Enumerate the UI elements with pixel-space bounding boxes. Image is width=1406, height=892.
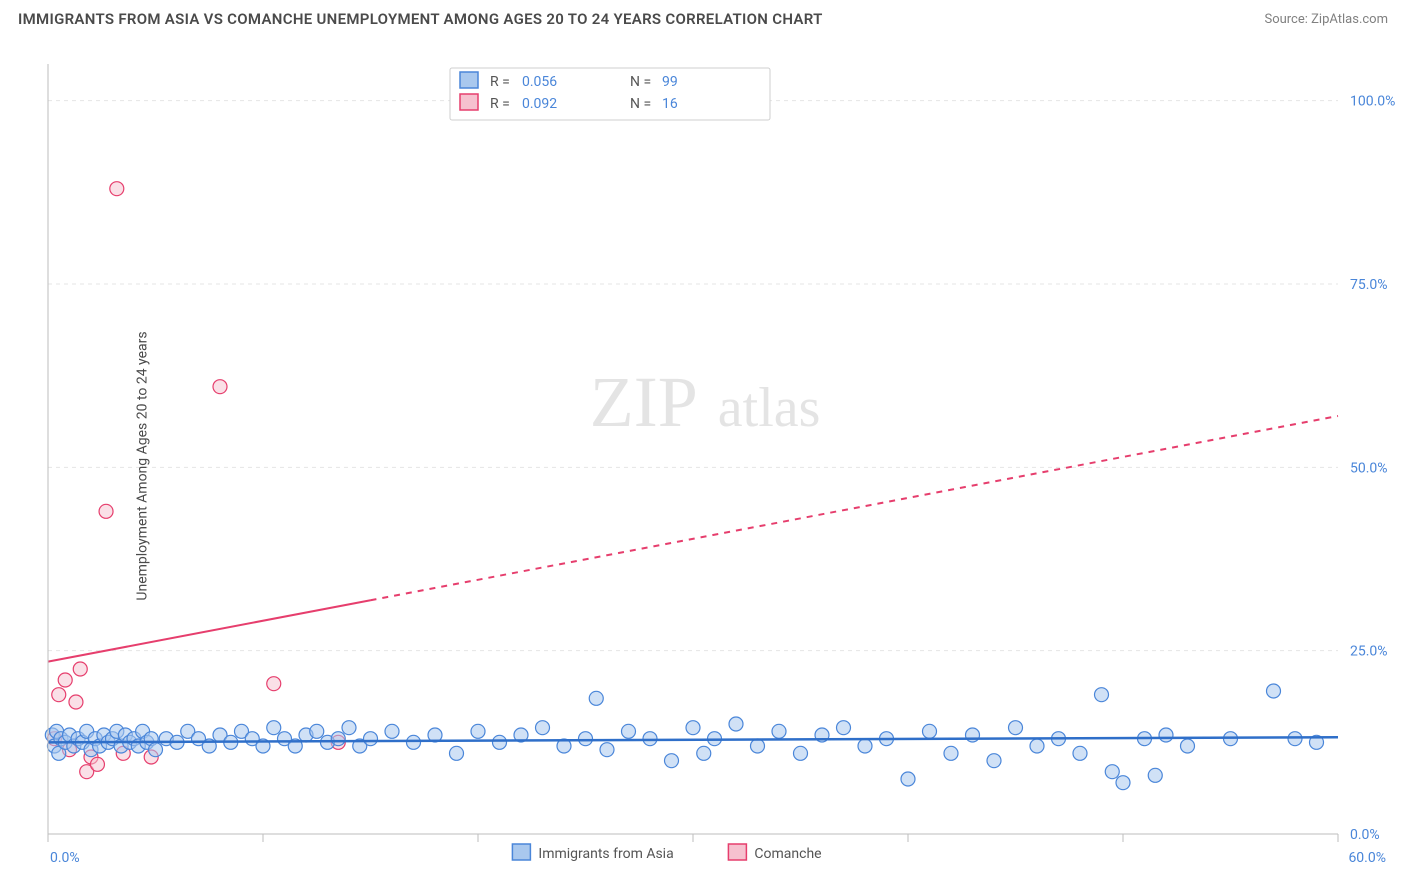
legend-swatch	[460, 94, 478, 110]
asia-point	[665, 754, 679, 768]
y-tick-label: 75.0%	[1350, 277, 1388, 293]
asia-point	[901, 772, 915, 786]
y-tick-label: 50.0%	[1350, 460, 1388, 476]
asia-point	[686, 721, 700, 735]
correlation-scatter-chart: 0.0% 25.0% 50.0% 75.0% 100.0% ZIP atlas 0.0% 60.…	[0, 40, 1406, 892]
asia-point	[267, 721, 281, 735]
asia-point	[729, 717, 743, 731]
asia-point	[1030, 739, 1044, 753]
asia-point	[697, 746, 711, 760]
asia-point	[858, 739, 872, 753]
comanche-point	[267, 677, 281, 691]
comanche-point	[213, 380, 227, 394]
asia-point	[536, 721, 550, 735]
source-attribution: Source: ZipAtlas.com	[1264, 12, 1388, 27]
asia-point	[579, 732, 593, 746]
asia-point	[331, 732, 345, 746]
asia-point	[1116, 776, 1130, 790]
asia-point	[1009, 721, 1023, 735]
asia-point	[1288, 732, 1302, 746]
watermark: ZIP	[590, 362, 698, 442]
asia-point	[364, 732, 378, 746]
y-tick-label: 100.0%	[1350, 94, 1395, 110]
asia-point	[944, 746, 958, 760]
asia-point	[1105, 765, 1119, 779]
trend-line	[48, 600, 371, 661]
legend-swatch	[728, 844, 746, 860]
asia-point	[751, 739, 765, 753]
x-tick-label: 0.0%	[50, 850, 80, 866]
asia-point	[1095, 688, 1109, 702]
y-tick-label: 0.0%	[1350, 827, 1380, 843]
asia-point	[385, 724, 399, 738]
asia-point	[1159, 728, 1173, 742]
asia-point	[310, 724, 324, 738]
comanche-point	[90, 757, 104, 771]
legend-series-label: Comanche	[754, 846, 821, 862]
asia-point	[1073, 746, 1087, 760]
comanche-point	[69, 695, 83, 709]
asia-point	[772, 724, 786, 738]
comanche-point	[110, 182, 124, 196]
asia-point	[837, 721, 851, 735]
comanche-point	[99, 504, 113, 518]
asia-point	[407, 735, 421, 749]
asia-point	[1148, 768, 1162, 782]
comanche-point	[58, 673, 72, 687]
asia-point	[471, 724, 485, 738]
legend-r-value: 0.092	[522, 96, 557, 112]
legend-r-label: R =	[490, 96, 510, 112]
y-tick-label: 25.0%	[1350, 644, 1388, 660]
asia-point	[149, 743, 163, 757]
chart-title: IMMIGRANTS FROM ASIA VS COMANCHE UNEMPLO…	[18, 10, 823, 28]
legend-n-label: N =	[630, 96, 651, 112]
asia-point	[643, 732, 657, 746]
legend-r-value: 0.056	[522, 74, 557, 90]
x-tick-label: 60.0%	[1348, 850, 1386, 866]
legend-swatch	[460, 72, 478, 88]
watermark: atlas	[718, 377, 821, 439]
comanche-point	[73, 662, 87, 676]
asia-point	[589, 691, 603, 705]
legend-swatch	[512, 844, 530, 860]
trend-line-extrapolated	[371, 416, 1339, 600]
asia-point	[450, 746, 464, 760]
asia-point	[794, 746, 808, 760]
asia-point	[1267, 684, 1281, 698]
legend-series-label: Immigrants from Asia	[538, 846, 673, 862]
asia-point	[923, 724, 937, 738]
y-axis-label: Unemployment Among Ages 20 to 24 years	[135, 331, 151, 600]
asia-point	[987, 754, 1001, 768]
asia-point	[622, 724, 636, 738]
legend-n-label: N =	[630, 74, 651, 90]
asia-point	[1181, 739, 1195, 753]
comanche-point	[52, 688, 66, 702]
legend-n-value: 99	[662, 74, 678, 90]
asia-point	[600, 743, 614, 757]
asia-point	[493, 735, 507, 749]
legend-n-value: 16	[662, 96, 678, 112]
asia-point	[342, 721, 356, 735]
legend-r-label: R =	[490, 74, 510, 90]
